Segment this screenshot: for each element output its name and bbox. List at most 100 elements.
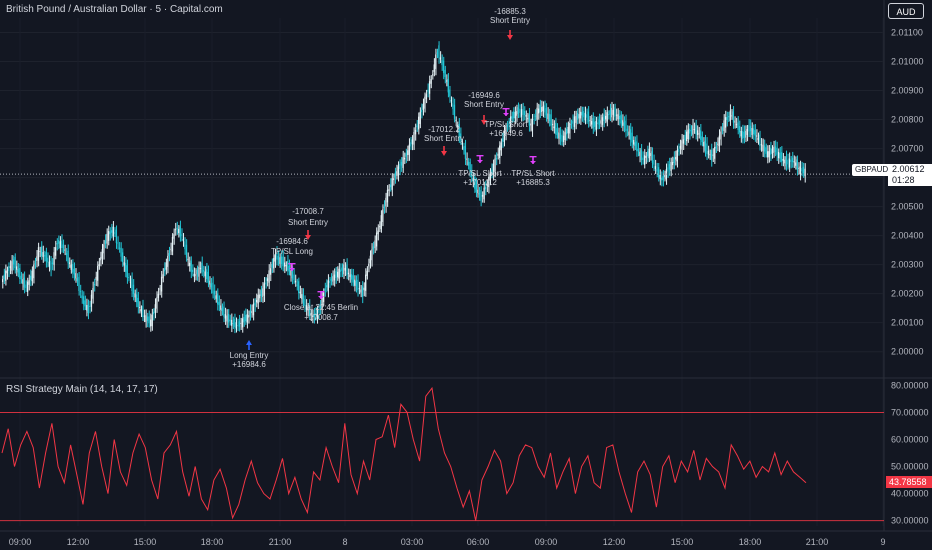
candle-body (527, 118, 529, 120)
time-axis-label: 06:00 (467, 537, 490, 547)
trade-value: +17012.2 (463, 178, 497, 187)
candle-body (179, 226, 181, 237)
candle-body (576, 112, 579, 120)
candle-body (728, 116, 730, 118)
candle-body (777, 151, 780, 159)
candle-body (653, 160, 655, 165)
candle-body (349, 274, 351, 278)
candle-body (514, 111, 516, 119)
candle-body (159, 288, 161, 290)
candle-body (615, 114, 618, 116)
candle-body (499, 145, 501, 159)
rsi-axis-label: 40.00000 (891, 489, 929, 499)
candle-body (14, 257, 16, 269)
candle-body (217, 293, 219, 305)
candle-body (142, 305, 144, 318)
trade-label: Short Entry (288, 218, 328, 227)
candle-body (227, 313, 230, 323)
candle-body (767, 151, 769, 158)
candle-body (39, 251, 41, 253)
candle-body (645, 155, 647, 158)
candle-body (676, 150, 678, 162)
symbol-title: British Pound / Australian Dollar · 5 · … (6, 4, 223, 15)
candle-body (601, 117, 604, 125)
candle-body (552, 123, 554, 125)
candle-body (185, 244, 188, 258)
candle-body (559, 133, 562, 140)
candle-body (673, 157, 675, 164)
candle-body (383, 206, 385, 209)
currency-button[interactable]: AUD (888, 3, 924, 19)
candle-body (597, 122, 599, 125)
candle-body (132, 284, 135, 295)
candle-body (779, 152, 781, 159)
candle-body (98, 264, 100, 267)
candle-body (128, 277, 130, 279)
candle-body (42, 252, 44, 258)
candle-body (438, 45, 440, 58)
time-axis-label: 15:00 (134, 537, 157, 547)
candle-body (584, 112, 586, 121)
candle-body (516, 111, 518, 116)
candle-body (385, 197, 387, 207)
candle-body (768, 151, 770, 158)
trade-value: +17008.7 (304, 313, 338, 322)
price-axis-label: 2.01100 (891, 28, 923, 38)
candle-body (254, 302, 256, 306)
candle-body (508, 123, 510, 125)
candle-body (762, 144, 764, 151)
candle-body (626, 128, 629, 131)
candle-body (193, 273, 195, 277)
candle-body (729, 110, 731, 122)
candle-body (243, 316, 245, 323)
candle-body (564, 132, 566, 141)
candle-body (428, 81, 431, 94)
trade-label: TP/SL Short (484, 120, 528, 129)
candle-body (418, 116, 420, 130)
candle-body (16, 266, 18, 270)
candle-body (477, 189, 479, 194)
candle-body (662, 176, 664, 181)
candle-body (164, 268, 166, 272)
candle-body (743, 131, 745, 138)
candle-body (148, 316, 150, 324)
candle-body (787, 159, 789, 165)
trade-label: Short Entry (490, 16, 530, 25)
candle-body (31, 270, 33, 282)
candle-body (606, 112, 608, 122)
candle-body (154, 304, 156, 313)
candle-body (749, 125, 752, 132)
candle-body (3, 274, 5, 279)
candle-body (503, 131, 505, 142)
candle-body (637, 148, 639, 152)
candle-body (47, 257, 49, 263)
candle-body (625, 120, 627, 132)
candle-body (126, 265, 128, 278)
candle-body (756, 135, 758, 137)
candle-body (745, 130, 747, 138)
rsi-indicator-title[interactable]: RSI Strategy Main (14, 14, 17, 17) (6, 384, 158, 395)
short-entry-arrow-icon (507, 30, 513, 40)
time-axis-label: 8 (342, 537, 347, 547)
candle-body (634, 142, 636, 146)
candle-body (675, 156, 677, 160)
candle-body (480, 190, 482, 201)
candle-body (472, 178, 474, 182)
candle-body (520, 109, 523, 117)
candle-body (192, 269, 194, 273)
candle-body (782, 158, 784, 161)
candle-body (463, 146, 465, 151)
candle-body (288, 265, 290, 272)
candle-body (86, 305, 88, 311)
candle-body (489, 173, 491, 181)
candle-body (500, 142, 502, 151)
candle-body (556, 128, 558, 136)
candle-body (754, 130, 756, 136)
candle-body (804, 168, 806, 177)
candle-body (478, 193, 480, 195)
candle-body (83, 296, 85, 305)
candle-body (481, 195, 484, 197)
candle-body (333, 274, 336, 281)
candle-body (740, 130, 742, 137)
